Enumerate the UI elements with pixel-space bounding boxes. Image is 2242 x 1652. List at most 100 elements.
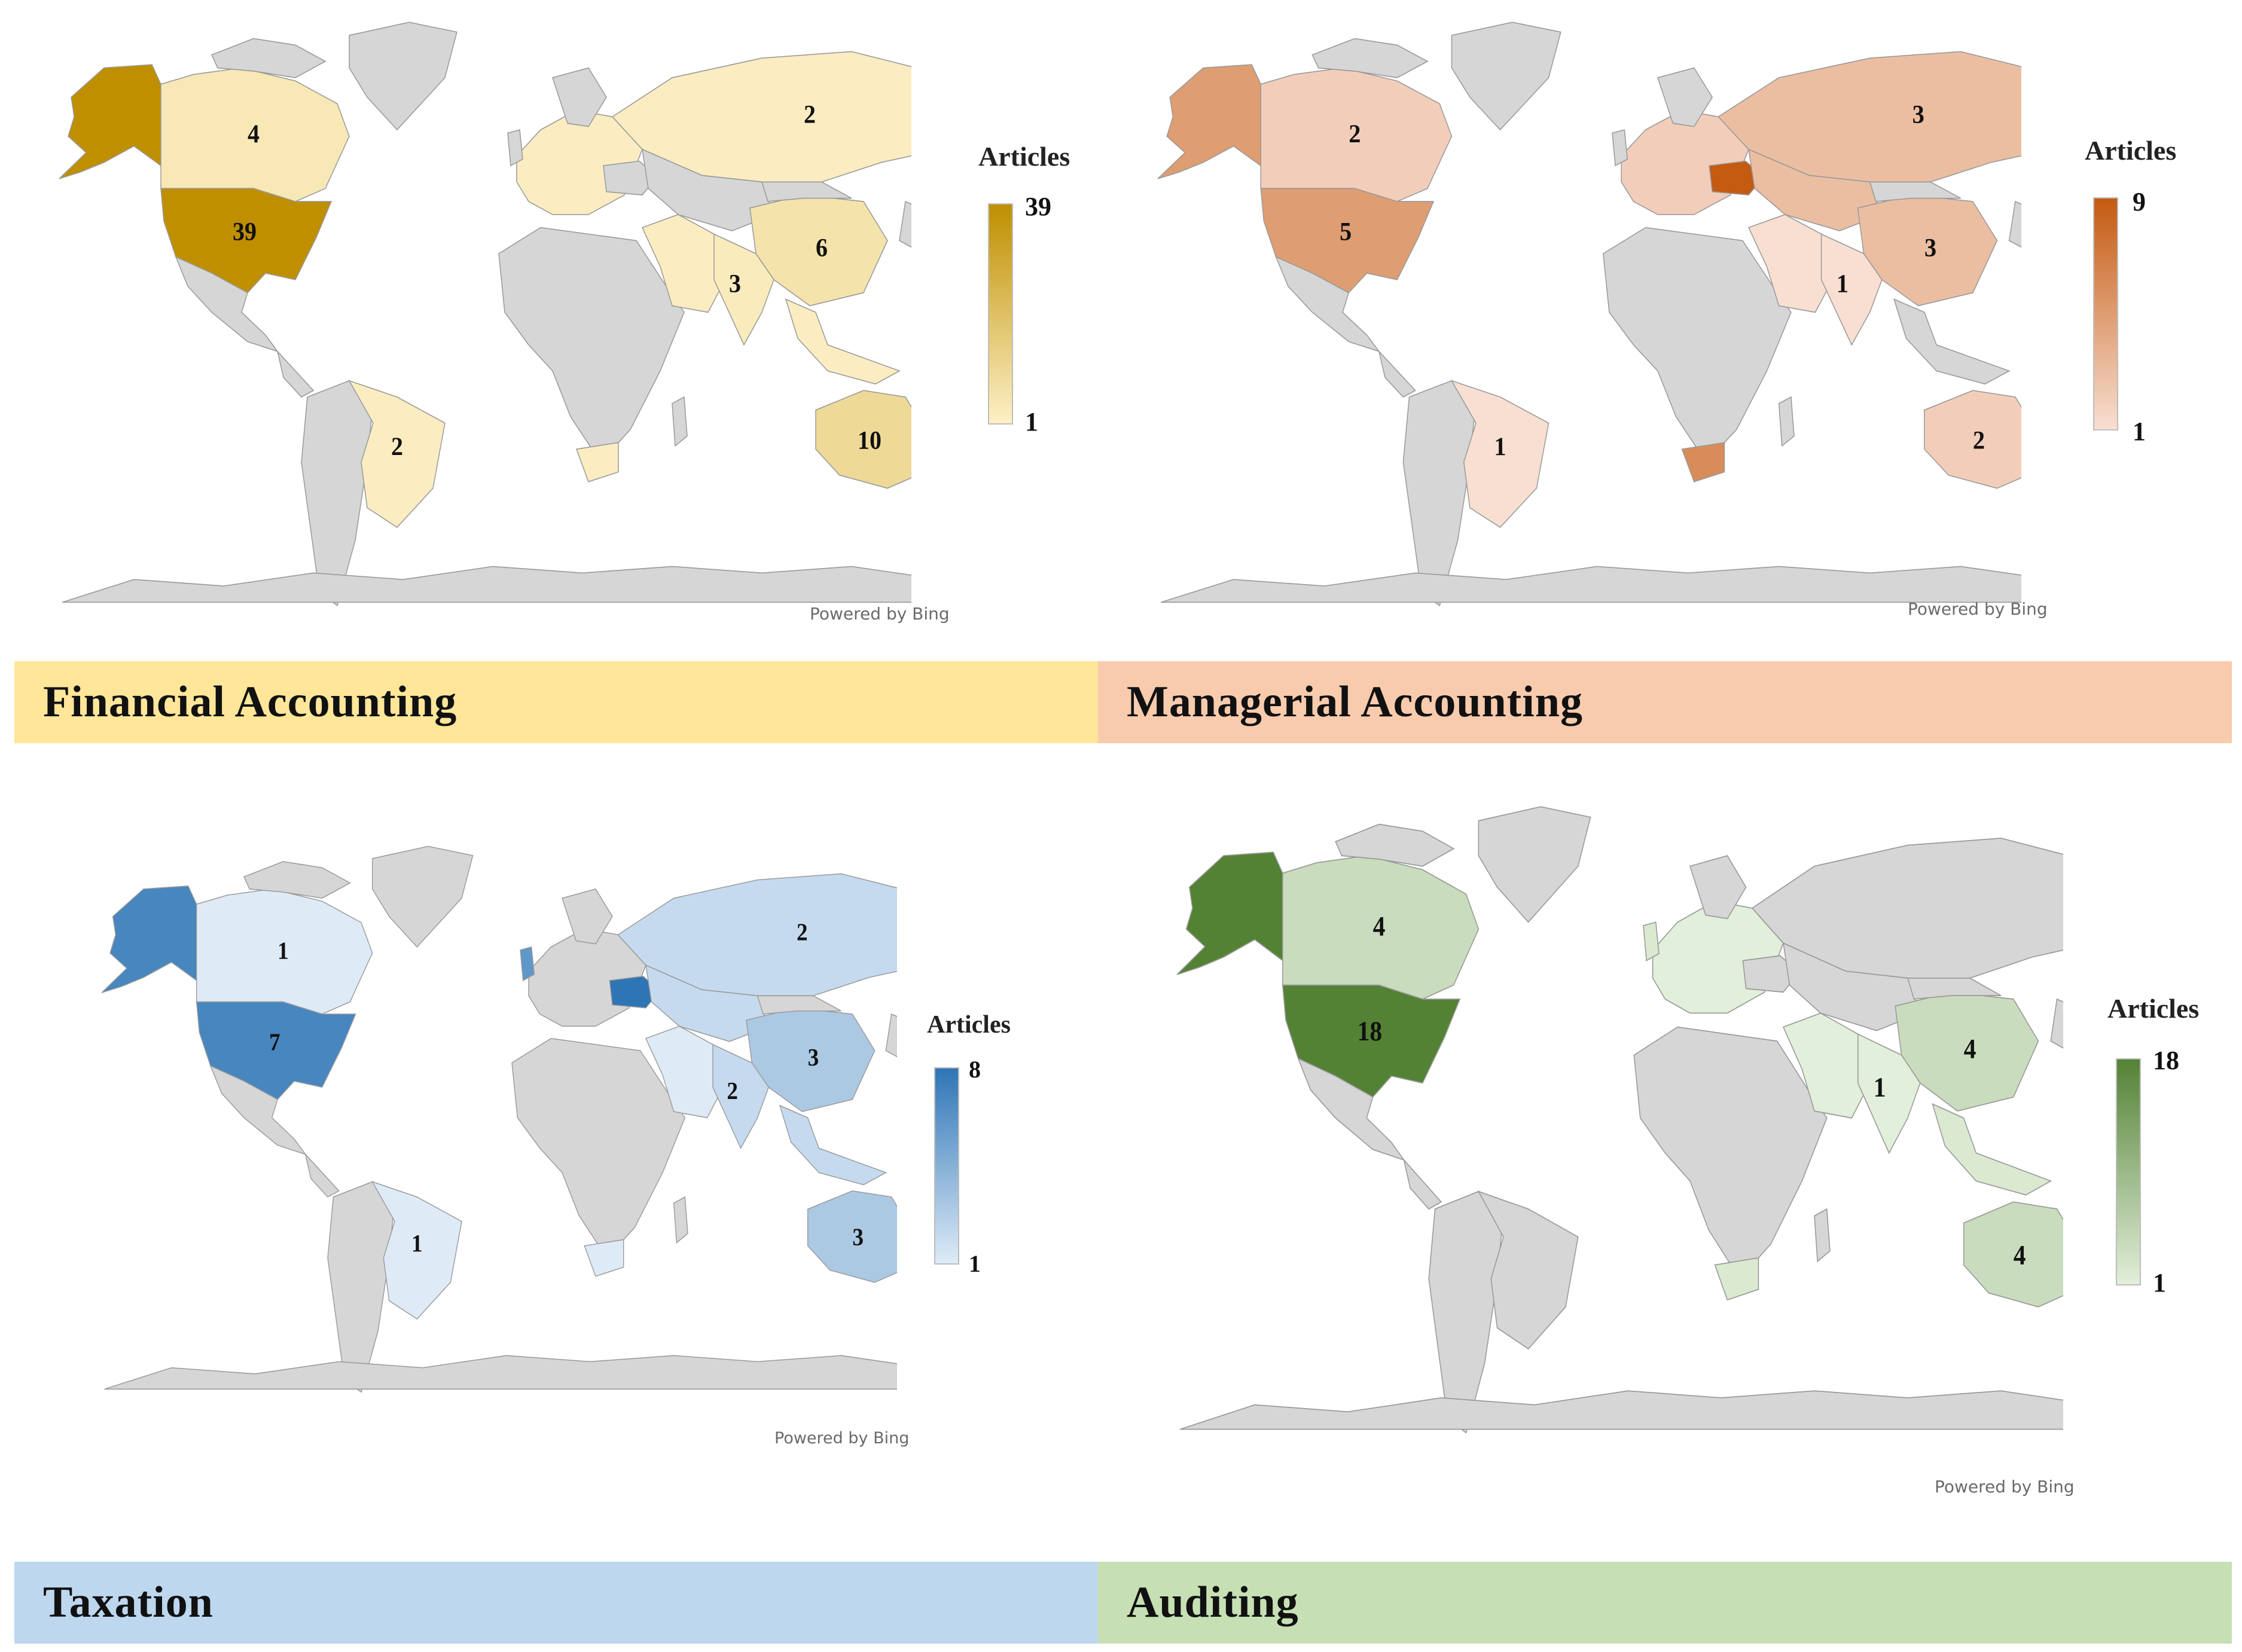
value-label-india: 1: [1837, 269, 1848, 298]
region-australia: [1963, 1201, 2063, 1308]
legend-max-value: 8: [969, 1056, 981, 1083]
region-scandinavia: [1689, 855, 1747, 920]
region-central-america: [304, 1153, 340, 1198]
region-australia: [1924, 390, 2021, 489]
region-brazil: [371, 1181, 462, 1320]
powered-by-bing-credit: Powered by Bing: [774, 1429, 910, 1448]
legend-title: Articles: [927, 1011, 1011, 1039]
region-south-africa: [584, 1239, 624, 1277]
region-africa: [1602, 227, 1792, 463]
value-label-australia: 4: [2014, 1239, 2026, 1271]
region-india: [1820, 233, 1883, 346]
region-mexico: [1275, 256, 1380, 353]
banner-auditing: Auditing: [1098, 1562, 2232, 1644]
region-scandinavia: [562, 888, 613, 945]
region-africa: [1633, 1026, 1828, 1280]
region-usa: [160, 188, 333, 294]
region-japan: [899, 200, 911, 248]
region-india: [713, 233, 774, 346]
region-greenland: [1451, 22, 1561, 131]
region-south-america-west: [1428, 1190, 1504, 1434]
banner-taxation: Taxation: [14, 1562, 1098, 1644]
value-label-australia: 3: [852, 1224, 864, 1251]
region-uk: [507, 129, 523, 167]
region-greenland: [1478, 806, 1591, 923]
region-antarctica: [104, 1355, 897, 1390]
value-label-china: 3: [808, 1044, 819, 1071]
value-label-india: 1: [1874, 1072, 1886, 1103]
region-japan: [2050, 998, 2063, 1049]
region-mexico: [175, 256, 279, 353]
map-panel-auditing: 4 18 4 1 4 Articles 18 1 Powered by Bing: [1130, 789, 2231, 1525]
region-scandinavia: [1657, 67, 1713, 127]
region-southeast-asia: [785, 298, 901, 385]
value-label-russia: 3: [1912, 100, 1924, 129]
region-alaska: [101, 885, 197, 994]
region-madagascar: [672, 396, 688, 447]
region-africa: [511, 1038, 686, 1259]
region-antarctica: [1179, 1390, 2063, 1430]
region-mexico: [1297, 1057, 1405, 1161]
legend-color-bar: [2093, 197, 2118, 430]
legend-min-value: 1: [2153, 1268, 2166, 1297]
value-label-canada: 4: [248, 120, 260, 148]
region-brazil: [1450, 380, 1549, 529]
legend-max-value: 39: [1025, 192, 1051, 221]
value-label-india: 2: [727, 1077, 738, 1104]
region-antarctica: [62, 566, 911, 603]
region-uk: [1643, 921, 1660, 962]
region-greenland: [371, 845, 474, 948]
value-label-china: 3: [1924, 233, 1936, 262]
region-japan: [2008, 200, 2021, 248]
legend-max-value: 18: [2153, 1046, 2179, 1075]
legend-title: Articles: [2107, 993, 2200, 1024]
region-india: [712, 1043, 770, 1149]
region-mongolia: [761, 181, 852, 202]
legend-min-value: 1: [969, 1250, 981, 1277]
world-map-managerial: 2 5 3 3 1 1 2: [1157, 22, 2021, 607]
region-south-america-west: [327, 1181, 395, 1393]
powered-by-bing-credit: Powered by Bing: [1935, 1477, 2075, 1497]
value-label-canada: 4: [1373, 911, 1386, 942]
map-panel-taxation: 1 7 2 3 2 1 3 Articles 8 1 Powered by Bing: [60, 831, 1100, 1465]
region-usa: [196, 1001, 356, 1100]
value-label-brazil: 2: [391, 433, 403, 462]
region-greenland: [349, 22, 457, 131]
region-south-africa: [1681, 442, 1725, 483]
region-arctic-islands: [243, 861, 351, 899]
legend-title: Articles: [2085, 135, 2177, 166]
value-label-usa: 5: [1340, 217, 1352, 246]
region-alaska: [59, 64, 161, 179]
region-southeast-asia: [1893, 298, 2011, 385]
region-alaska: [1157, 64, 1262, 179]
region-japan: [885, 1013, 897, 1058]
value-label-brazil: 1: [1494, 432, 1506, 462]
legend-min-value: 1: [1025, 407, 1038, 436]
banner-managerial-accounting: Managerial Accounting: [1098, 661, 2232, 743]
region-southeast-asia: [779, 1104, 887, 1186]
region-india: [1857, 1033, 1921, 1155]
region-south-africa: [1714, 1257, 1759, 1301]
region-mongolia: [757, 995, 841, 1015]
region-madagascar: [1778, 396, 1795, 447]
region-south-america-west: [1402, 380, 1477, 607]
legend-min-value: 1: [2133, 417, 2146, 446]
value-label-australia: 2: [1973, 426, 1985, 455]
region-south-america-west: [301, 380, 374, 607]
value-label-india: 3: [729, 270, 741, 298]
world-map-auditing: 4 18 4 1 4: [1176, 806, 2063, 1434]
region-central-america: [1403, 1158, 1442, 1210]
region-central-america: [276, 350, 315, 398]
region-brazil: [348, 380, 446, 529]
region-mexico: [209, 1065, 307, 1156]
legend-color-bar: [988, 203, 1013, 425]
value-label-usa: 39: [233, 218, 257, 246]
region-mongolia: [1869, 181, 1962, 202]
region-australia: [807, 1190, 897, 1283]
region-antarctica: [1160, 566, 2021, 603]
world-map-taxation: 1 7 2 3 2 1 3: [101, 845, 897, 1393]
value-label-russia: 2: [797, 919, 808, 946]
region-usa: [1282, 984, 1461, 1098]
map-panel-managerial: 2 5 3 3 1 1 2 Articles 9 1 Powered by Bing: [1112, 6, 2231, 658]
region-south-africa: [575, 442, 619, 483]
